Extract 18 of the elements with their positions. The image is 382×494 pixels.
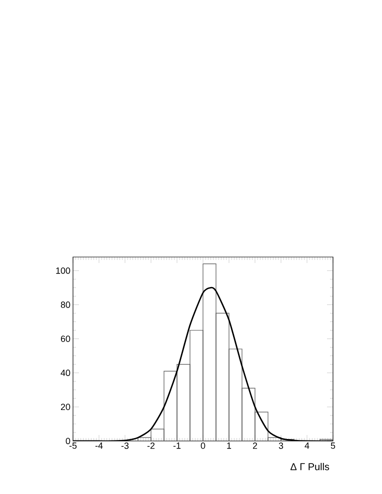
y-tick-label: 20 [60, 404, 70, 410]
x-tick-label: 4 [304, 442, 310, 449]
x-tick-label: 5 [330, 442, 336, 449]
x-tick-label: -3 [121, 442, 129, 449]
x-tick-label: 1 [227, 442, 232, 449]
x-axis-title: Δ Γ Pulls [290, 462, 330, 470]
x-tick-label: -2 [147, 442, 155, 449]
x-tick-label: -5 [69, 442, 77, 449]
y-tick-label: 100 [56, 267, 70, 274]
x-tick-label: -1 [173, 442, 181, 449]
x-tick-label: 2 [252, 442, 258, 449]
x-tick-label: -4 [95, 442, 103, 449]
y-tick-label: 40 [60, 370, 70, 376]
x-tick-label: 0 [200, 442, 206, 449]
x-tick-label: 3 [278, 442, 284, 449]
y-tick-label: 80 [60, 302, 70, 308]
y-tick-label: 0 [66, 438, 70, 444]
y-tick-label: 60 [60, 336, 70, 342]
